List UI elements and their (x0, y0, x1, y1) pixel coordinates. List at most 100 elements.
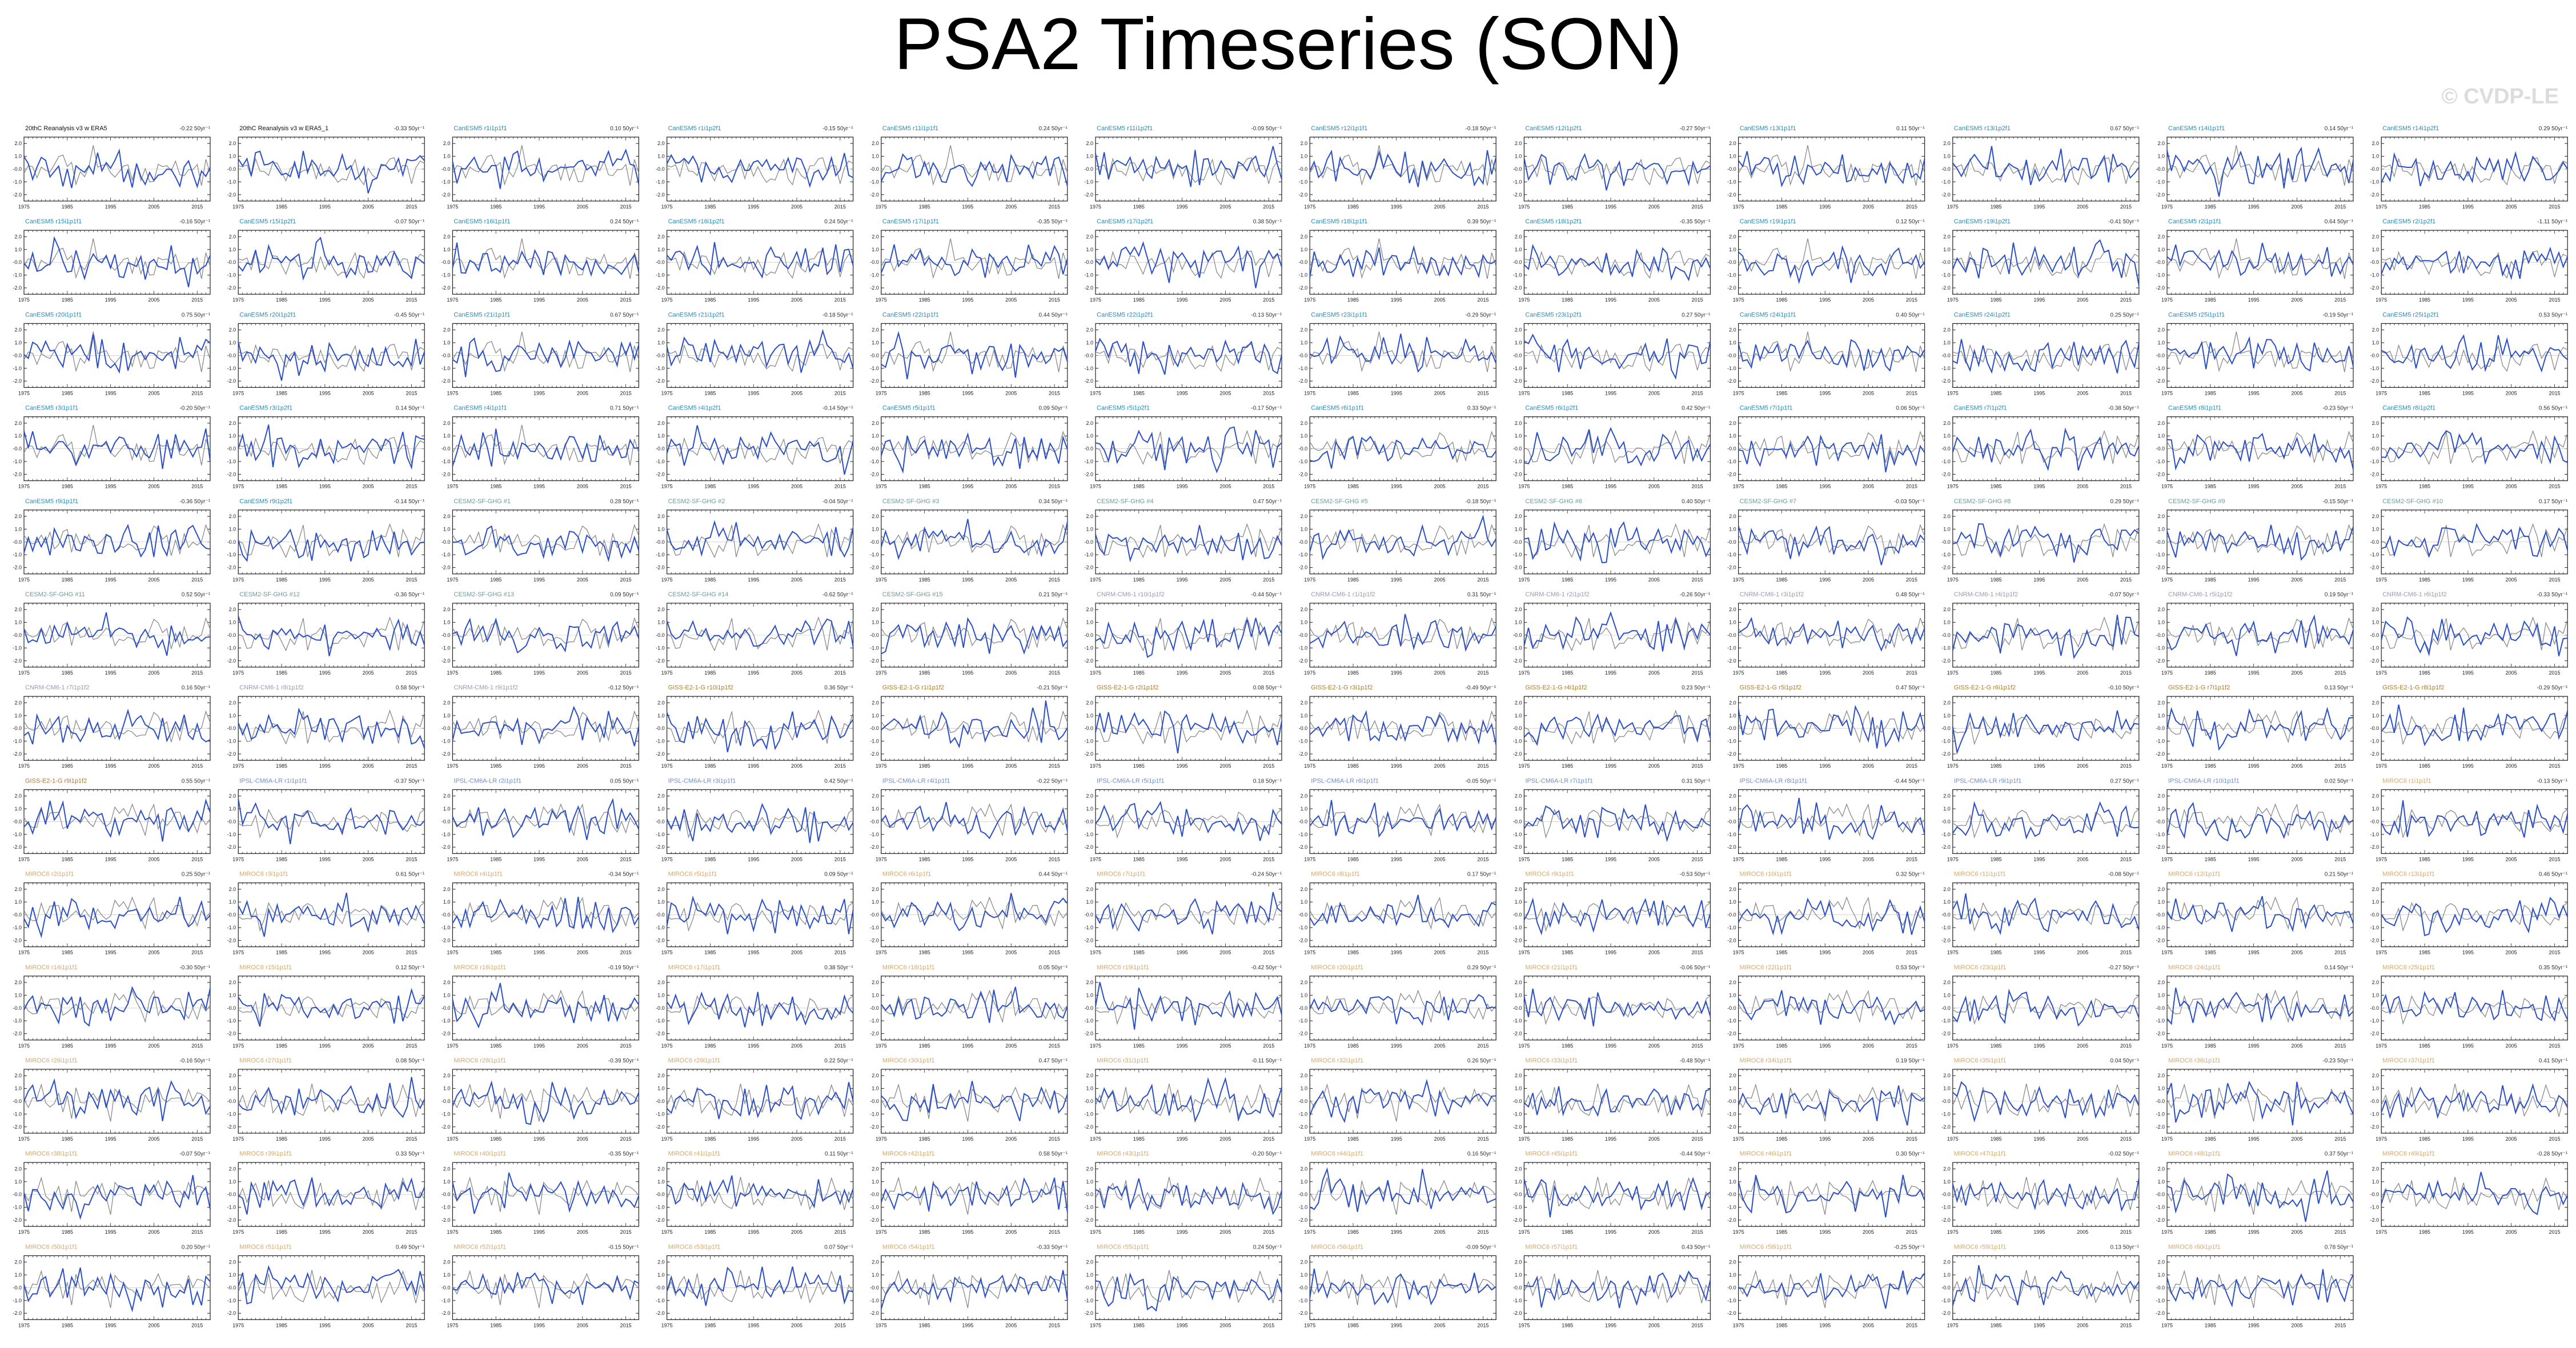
x-tick-label: 1985 (919, 390, 930, 396)
y-tick-label: -1.0 (13, 272, 22, 278)
panel-label: CanESM5 r11i1p1f1 (882, 125, 938, 132)
x-tick-label: 1985 (276, 390, 287, 396)
y-tick-label: -0.0 (2370, 352, 2380, 358)
panel-trend: -0.15 50yr⁻¹ (822, 126, 853, 132)
timeseries-panel: CanESM5 r3i1p2f1 0.14 50yr⁻¹2.01.0-0.0-1.… (227, 405, 425, 490)
x-tick-label: 1985 (2205, 390, 2216, 396)
panel-label: CanESM5 r23i1p2f1 (1525, 311, 1582, 318)
x-tick-label: 1985 (1562, 204, 1573, 210)
x-tick-label: 1985 (2419, 204, 2430, 210)
panel-label: CanESM5 r23i1p1f1 (1311, 311, 1367, 318)
y-tick-label: 2.0 (229, 327, 236, 333)
y-tick-label: 1.0 (2157, 247, 2165, 252)
x-tick-label: 1975 (447, 204, 458, 210)
member-series-line (1524, 246, 1710, 279)
y-tick-label: 2.0 (657, 141, 665, 146)
x-tick-label: 2015 (2120, 204, 2132, 210)
panel-trend: 0.14 50yr⁻¹ (396, 406, 425, 412)
x-tick-label: 2005 (1219, 484, 1231, 490)
panel-label: CanESM5 r1i1p1f1 (454, 125, 507, 132)
panel-trend: -1.11 50yr⁻¹ (2537, 219, 2568, 225)
x-tick-label: 2015 (1906, 390, 1917, 396)
panel-trend: 0.33 50yr⁻¹ (1467, 406, 1496, 412)
x-tick-label: 1975 (1947, 297, 1959, 303)
x-tick-label: 1985 (919, 484, 930, 490)
x-tick-label: 2005 (363, 297, 374, 303)
y-tick-label: -2.0 (1941, 285, 1951, 291)
timeseries-panel: CanESM5 r13i1p1f1 0.11 50yr⁻¹2.01.0-0.0-1… (1727, 125, 1925, 210)
y-tick-label: -2.0 (656, 471, 665, 477)
x-tick-label: 1995 (1177, 204, 1188, 210)
x-tick-label: 1995 (962, 390, 973, 396)
y-tick-label: -1.0 (227, 272, 236, 278)
panel-trend: -0.29 50yr⁻¹ (1466, 312, 1496, 318)
x-tick-label: 2005 (1648, 390, 1660, 396)
y-tick-label: -0.0 (656, 259, 665, 265)
y-tick-label: -2.0 (870, 471, 879, 477)
y-tick-label: -1.0 (2370, 366, 2380, 371)
timeseries-panel: CanESM5 r20i1p2f1 -0.45 50yr⁻¹2.01.0-0.0-… (227, 311, 425, 396)
y-tick-label: 1.0 (14, 433, 22, 439)
y-tick-label: 1.0 (872, 247, 879, 252)
x-tick-label: 1985 (2205, 204, 2216, 210)
x-tick-label: 2005 (2506, 390, 2517, 396)
x-tick-label: 1995 (2462, 390, 2474, 396)
x-tick-label: 2005 (577, 204, 588, 210)
x-tick-label: 1995 (1177, 297, 1188, 303)
y-tick-label: -1.0 (227, 179, 236, 184)
y-tick-label: 2.0 (1301, 234, 1308, 239)
y-tick-label: -2.0 (442, 378, 451, 384)
timeseries-panel: CanESM5 r12i1p1f1 -0.18 50yr⁻¹2.01.0-0.0-… (1299, 125, 1496, 210)
panel-trend: 0.67 50yr⁻¹ (2110, 126, 2139, 132)
x-tick-label: 1985 (1133, 484, 1145, 490)
y-tick-label: -1.0 (1727, 272, 1736, 278)
panel-label: CanESM5 r12i1p1f1 (1311, 125, 1367, 132)
y-tick-label: 1.0 (443, 340, 451, 346)
panel-trend: -0.16 50yr⁻¹ (179, 219, 210, 225)
member-series-line (667, 242, 853, 277)
timeseries-panel: CanESM5 r6i1p1f1 0.33 50yr⁻¹2.01.0-0.0-1.… (1299, 405, 1496, 490)
y-tick-label: 2.0 (2157, 327, 2165, 333)
y-tick-label: 2.0 (443, 141, 451, 146)
y-tick-label: 2.0 (872, 141, 879, 146)
y-tick-label: -0.0 (227, 352, 236, 358)
x-tick-label: 1985 (1991, 297, 2002, 303)
x-tick-label: 1985 (704, 484, 716, 490)
y-tick-label: -0.0 (1727, 166, 1736, 172)
x-tick-label: 1995 (1605, 297, 1616, 303)
y-tick-label: -2.0 (1727, 192, 1736, 198)
x-tick-label: 1995 (2033, 390, 2045, 396)
member-series-line (1953, 146, 2139, 185)
x-tick-label: 2005 (1219, 204, 1231, 210)
y-tick-label: -0.0 (2370, 166, 2380, 172)
x-tick-label: 2015 (620, 390, 632, 396)
member-series-line (452, 339, 639, 378)
x-tick-label: 2015 (1049, 297, 1060, 303)
x-tick-label: 1995 (1391, 297, 1402, 303)
reference-series-line (2167, 332, 2353, 372)
y-tick-label: 1.0 (229, 340, 236, 346)
panel-trend: 0.25 50yr⁻¹ (2110, 312, 2139, 318)
reference-series-line (1739, 145, 1925, 186)
panel-label: 20thC Reanalysis v3 w ERA5 (25, 125, 107, 132)
x-tick-label: 2005 (1434, 484, 1446, 490)
member-series-line (2381, 248, 2567, 279)
panel-label: CanESM5 r14i1p2f1 (2382, 125, 2439, 132)
y-tick-label: -1.0 (656, 179, 665, 184)
panel-label: CanESM5 r16i1p2f1 (668, 218, 725, 225)
panel-trend: 0.27 50yr⁻¹ (1682, 312, 1711, 318)
y-tick-label: -0.0 (1513, 259, 1522, 265)
timeseries-panel: CanESM5 r3i1p1f1 -0.20 50yr⁻¹2.01.0-0.0-1… (13, 405, 210, 490)
y-tick-label: -1.0 (1299, 179, 1308, 184)
x-tick-label: 1985 (704, 297, 716, 303)
panel-label: CanESM5 r3i1p2f1 (239, 405, 292, 412)
y-tick-label: 1.0 (443, 247, 451, 252)
y-tick-label: -2.0 (656, 378, 665, 384)
x-tick-label: 2015 (191, 204, 203, 210)
y-tick-label: 1.0 (14, 340, 22, 346)
x-tick-label: 2005 (363, 204, 374, 210)
x-tick-label: 1985 (704, 204, 716, 210)
y-tick-label: -2.0 (13, 285, 22, 291)
x-tick-label: 2005 (1005, 390, 1017, 396)
panel-label: CanESM5 r24i1p1f1 (1740, 311, 1796, 318)
